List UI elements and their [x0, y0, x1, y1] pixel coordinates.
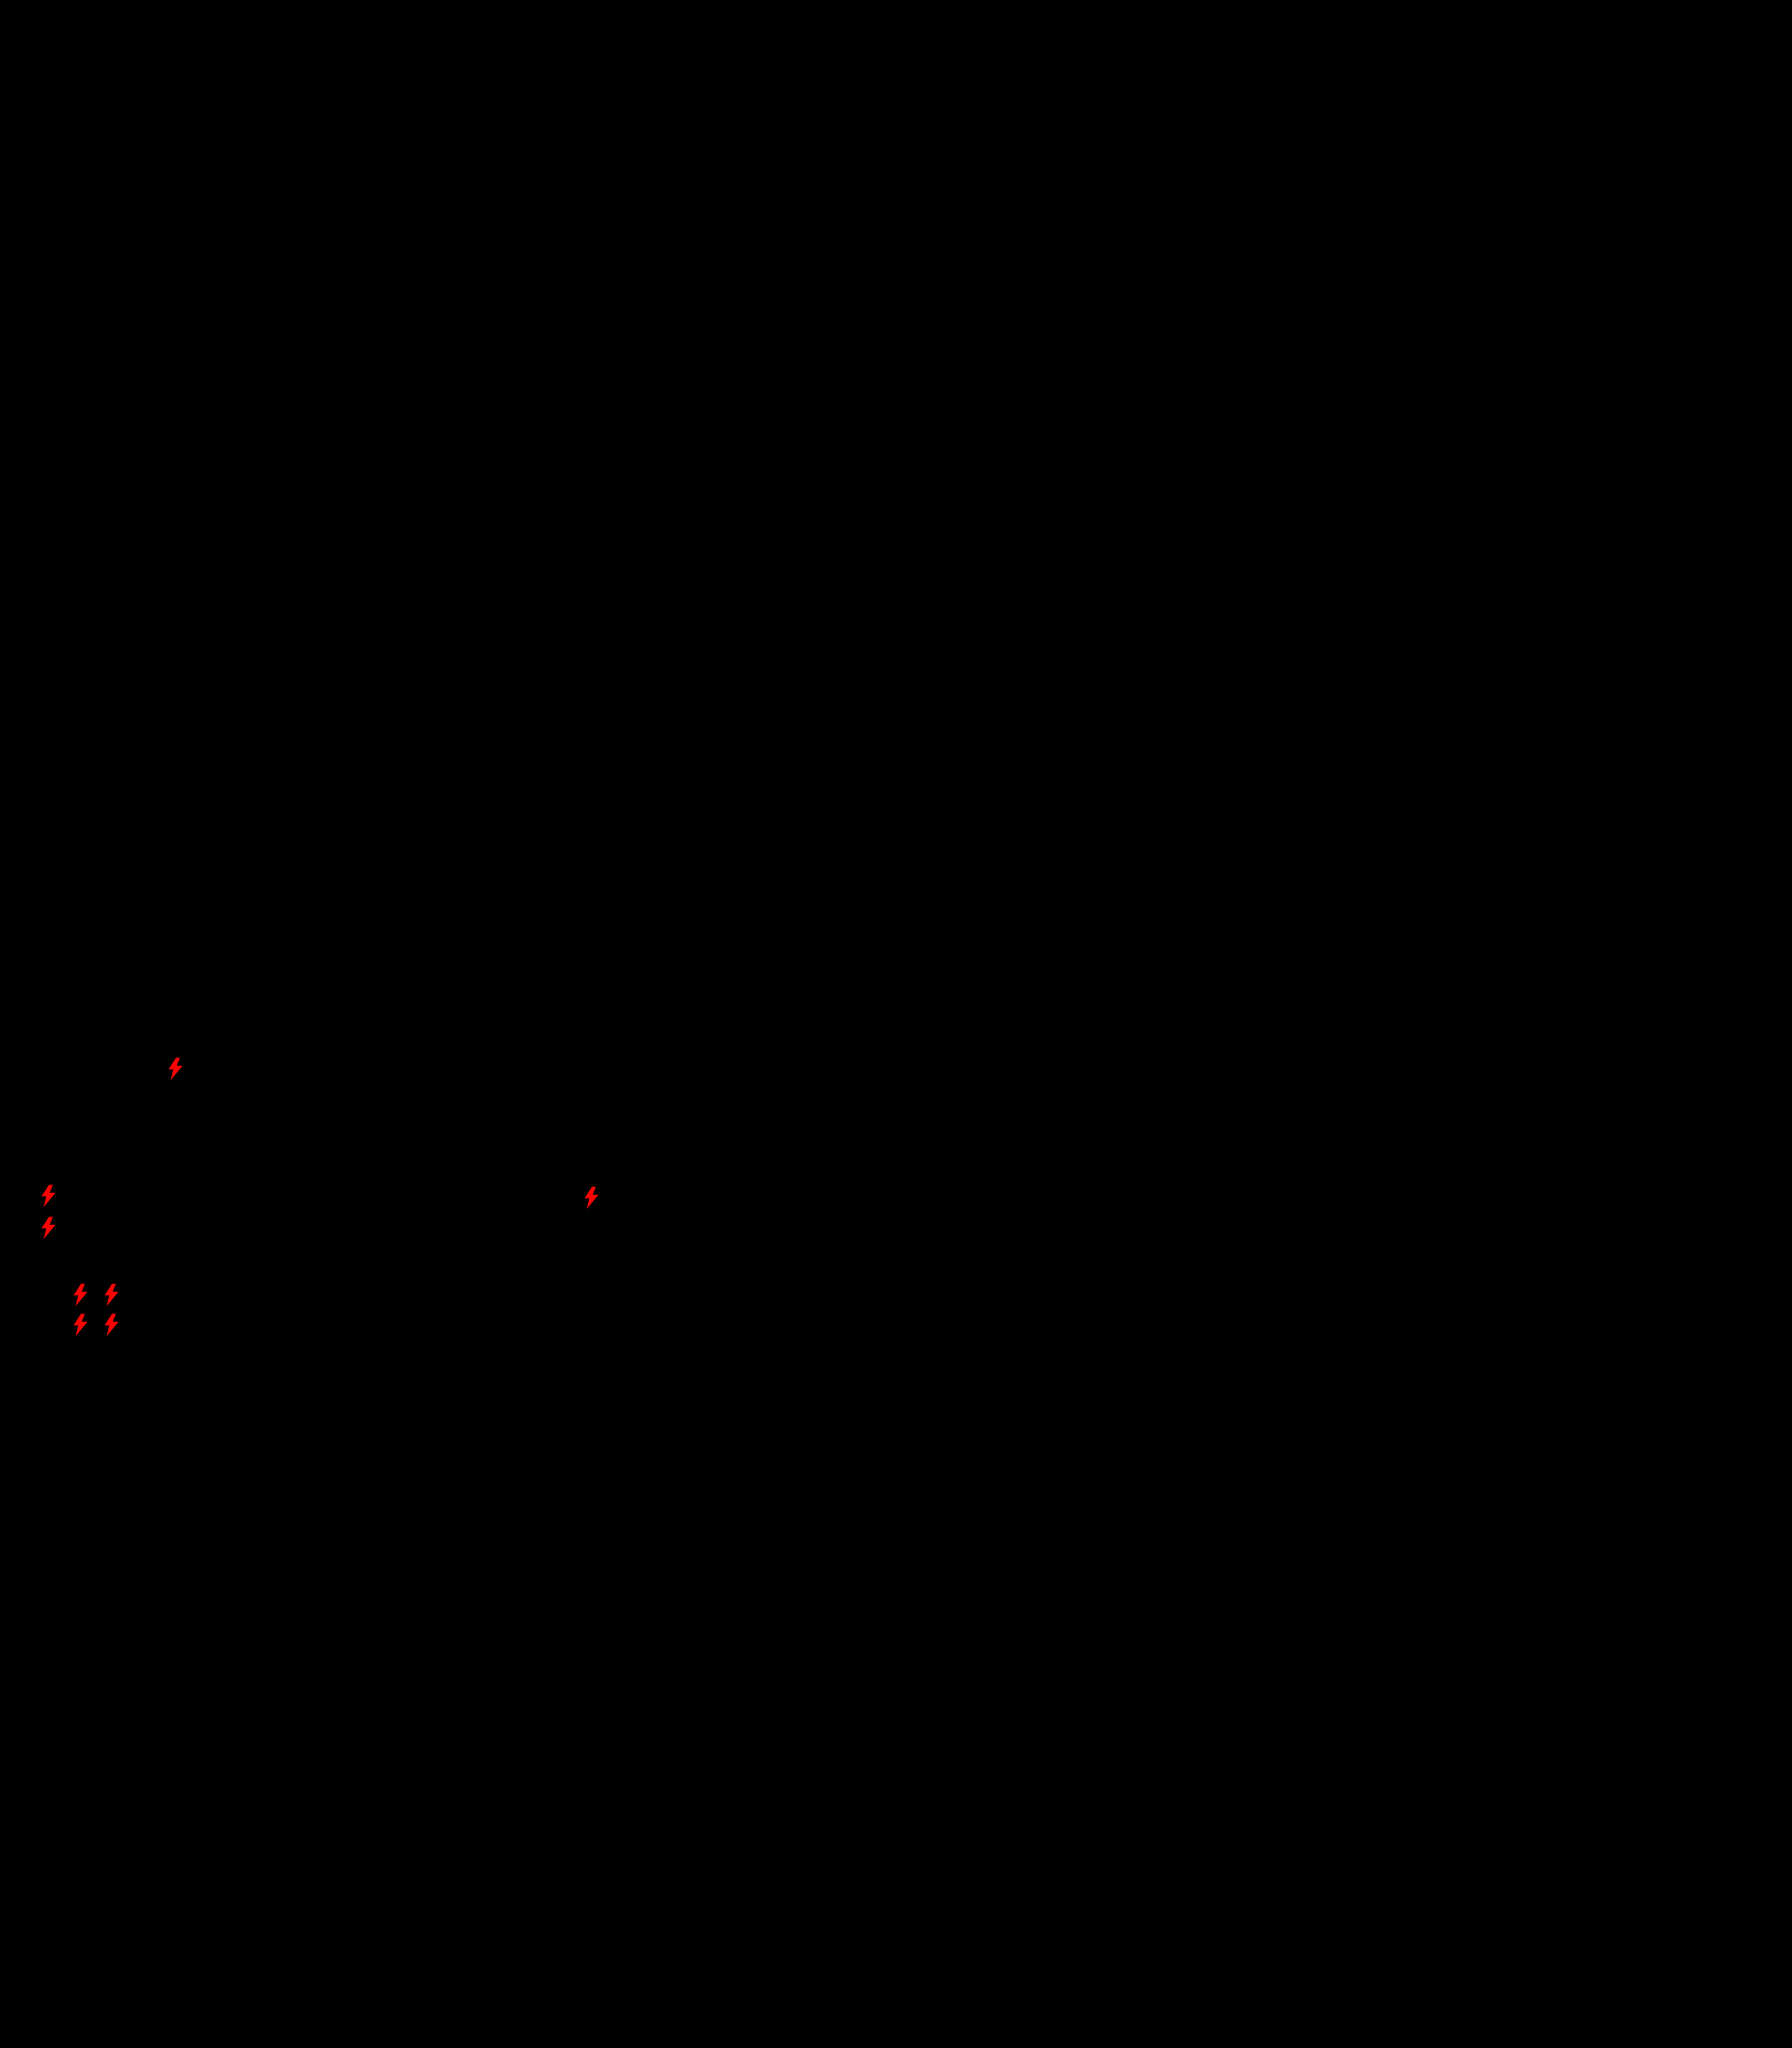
lightning-bolt-icon	[168, 1057, 184, 1081]
lightning-bolt-icon	[104, 1283, 120, 1307]
lightning-bolt-icon	[41, 1184, 57, 1208]
lightning-bolt-icon	[73, 1283, 89, 1307]
lightning-bolt-icon	[584, 1186, 600, 1210]
lightning-bolt-icon	[73, 1313, 89, 1337]
lightning-bolt-icon	[41, 1216, 57, 1240]
lightning-bolt-icon	[104, 1313, 120, 1337]
